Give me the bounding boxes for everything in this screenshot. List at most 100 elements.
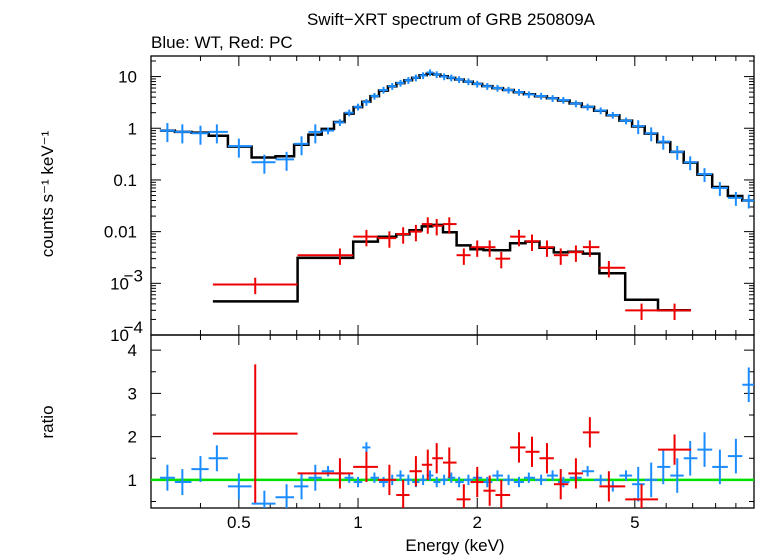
wt-spectrum-point — [396, 79, 405, 87]
wt-ratio-point — [251, 490, 276, 508]
wt-spectrum-point — [492, 84, 504, 92]
wt-ratio-point — [697, 432, 713, 467]
wt-spectrum-point — [404, 77, 413, 84]
wt-ratio-point — [353, 476, 363, 488]
wt-ratio-point — [419, 474, 427, 486]
x-tick-label: 1 — [353, 513, 362, 532]
wt-spectrum-point — [294, 136, 309, 156]
wt-spectrum-point — [251, 154, 276, 174]
wt-spectrum-point — [742, 194, 754, 209]
pc-ratio-point — [539, 443, 554, 474]
wt-spectrum-point — [387, 83, 397, 90]
wt-ratio-point — [727, 438, 743, 474]
y-tick-label: 10 — [118, 68, 137, 87]
y-tick-label: 1 — [128, 471, 137, 490]
wt-spectrum-point — [644, 127, 658, 142]
wt-ratio-point — [455, 476, 464, 488]
pc-ratio-point — [510, 432, 526, 463]
pc-ratio-point — [658, 434, 692, 465]
pc-ratio-point — [582, 417, 600, 448]
wt-ratio-point — [546, 470, 558, 481]
pc-spectrum-point — [470, 240, 484, 257]
pc-ratio-point — [353, 451, 378, 483]
y-tick-label: 1 — [128, 119, 137, 138]
chart-title: Swift−XRT spectrum of GRB 250809A — [307, 10, 596, 29]
wt-ratio-point — [632, 466, 645, 502]
wt-spectrum-point — [569, 100, 582, 108]
x-tick-label: 2 — [473, 513, 482, 532]
wt-spectrum-point — [174, 124, 192, 144]
wt-ratio-point — [463, 474, 473, 486]
wt-spectrum-point — [344, 109, 354, 117]
wt-spectrum-point — [378, 86, 388, 94]
wt-spectrum-point — [712, 182, 728, 196]
y-tick-label: 0.1 — [113, 171, 137, 190]
pc-ratio-point — [483, 475, 496, 506]
pc-ratio-point — [297, 458, 354, 489]
wt-ratio-point — [440, 474, 448, 486]
pc-spectrum-point — [297, 248, 354, 265]
y-tick-label: 10 — [110, 274, 129, 293]
x-tick-label: 5 — [630, 513, 639, 532]
chart-subtitle: Blue: WT, Red: PC — [151, 33, 293, 52]
wt-spectrum-point — [619, 117, 633, 125]
wt-spectrum-point — [463, 78, 473, 86]
wt-spectrum-point — [513, 88, 524, 96]
y-tick-label: 10 — [110, 326, 129, 345]
wt-ratio-point — [712, 449, 728, 485]
wt-spectrum-point — [426, 69, 434, 77]
wt-ratio-point — [404, 474, 413, 486]
wt-spectrum-point — [503, 86, 514, 94]
y-tick-label: 0.01 — [104, 223, 137, 242]
wt-spectrum-point — [670, 145, 684, 160]
wt-spectrum-point — [482, 83, 493, 90]
wt-ratio-point — [362, 442, 371, 453]
pc-spectrum-point — [421, 217, 433, 234]
pc-spectrum-point — [495, 251, 511, 269]
wt-spectrum-point — [455, 76, 464, 84]
pc-spectrum-point — [553, 248, 569, 265]
pc-model-curve — [212, 223, 691, 312]
pc-spectrum-point — [212, 277, 298, 295]
wt-spectrum-point — [362, 99, 371, 106]
wt-spectrum-point — [632, 120, 645, 135]
pc-ratio-point — [625, 484, 659, 508]
wt-ratio-point — [513, 476, 524, 488]
x-tick-label: 0.5 — [227, 513, 251, 532]
wt-ratio-point — [644, 462, 658, 498]
pc-spectrum-point — [625, 303, 659, 321]
pc-ratio-point — [409, 456, 422, 487]
y-tick-label: 4 — [128, 341, 137, 360]
wt-ratio-point — [534, 474, 547, 486]
wt-ratio-point — [308, 464, 322, 491]
pc-spectrum-point — [377, 231, 397, 248]
y-axis-title-top: counts s⁻¹ keV⁻¹ — [38, 130, 57, 257]
wt-ratio-point — [370, 472, 379, 483]
pc-spectrum-point — [396, 227, 410, 244]
pc-spectrum-point — [599, 261, 626, 278]
panel-frame — [150, 334, 755, 509]
pc-spectrum-point — [658, 303, 692, 321]
ratio-panel: 0.5 1 2 5 1 2 3 4 — [128, 334, 755, 532]
pc-ratio-point — [568, 458, 583, 489]
wt-ratio-point — [581, 466, 595, 477]
pc-ratio-point — [599, 471, 626, 502]
pc-spectrum-point — [409, 224, 422, 242]
wt-spectrum-point — [412, 74, 420, 82]
wt-spectrum-point — [697, 168, 713, 183]
wt-spectrum-point — [159, 123, 175, 143]
pc-ratio-point — [212, 364, 298, 503]
y-tick-label: 3 — [128, 384, 137, 403]
y-tick-exponent: −4 — [124, 318, 143, 337]
wt-spectrum-point — [594, 107, 607, 115]
y-tick-label: 2 — [128, 428, 137, 447]
pc-spectrum-point — [510, 229, 526, 247]
wt-spectrum-point — [581, 103, 595, 111]
wt-spectrum-point — [440, 73, 448, 81]
wt-ratio-point — [619, 470, 633, 481]
wt-ratio-point — [482, 476, 493, 488]
pc-spectrum-point — [353, 229, 378, 247]
wt-ratio-point — [433, 476, 441, 488]
wt-spectrum-point — [523, 91, 535, 99]
wt-spectrum-point — [321, 127, 334, 135]
